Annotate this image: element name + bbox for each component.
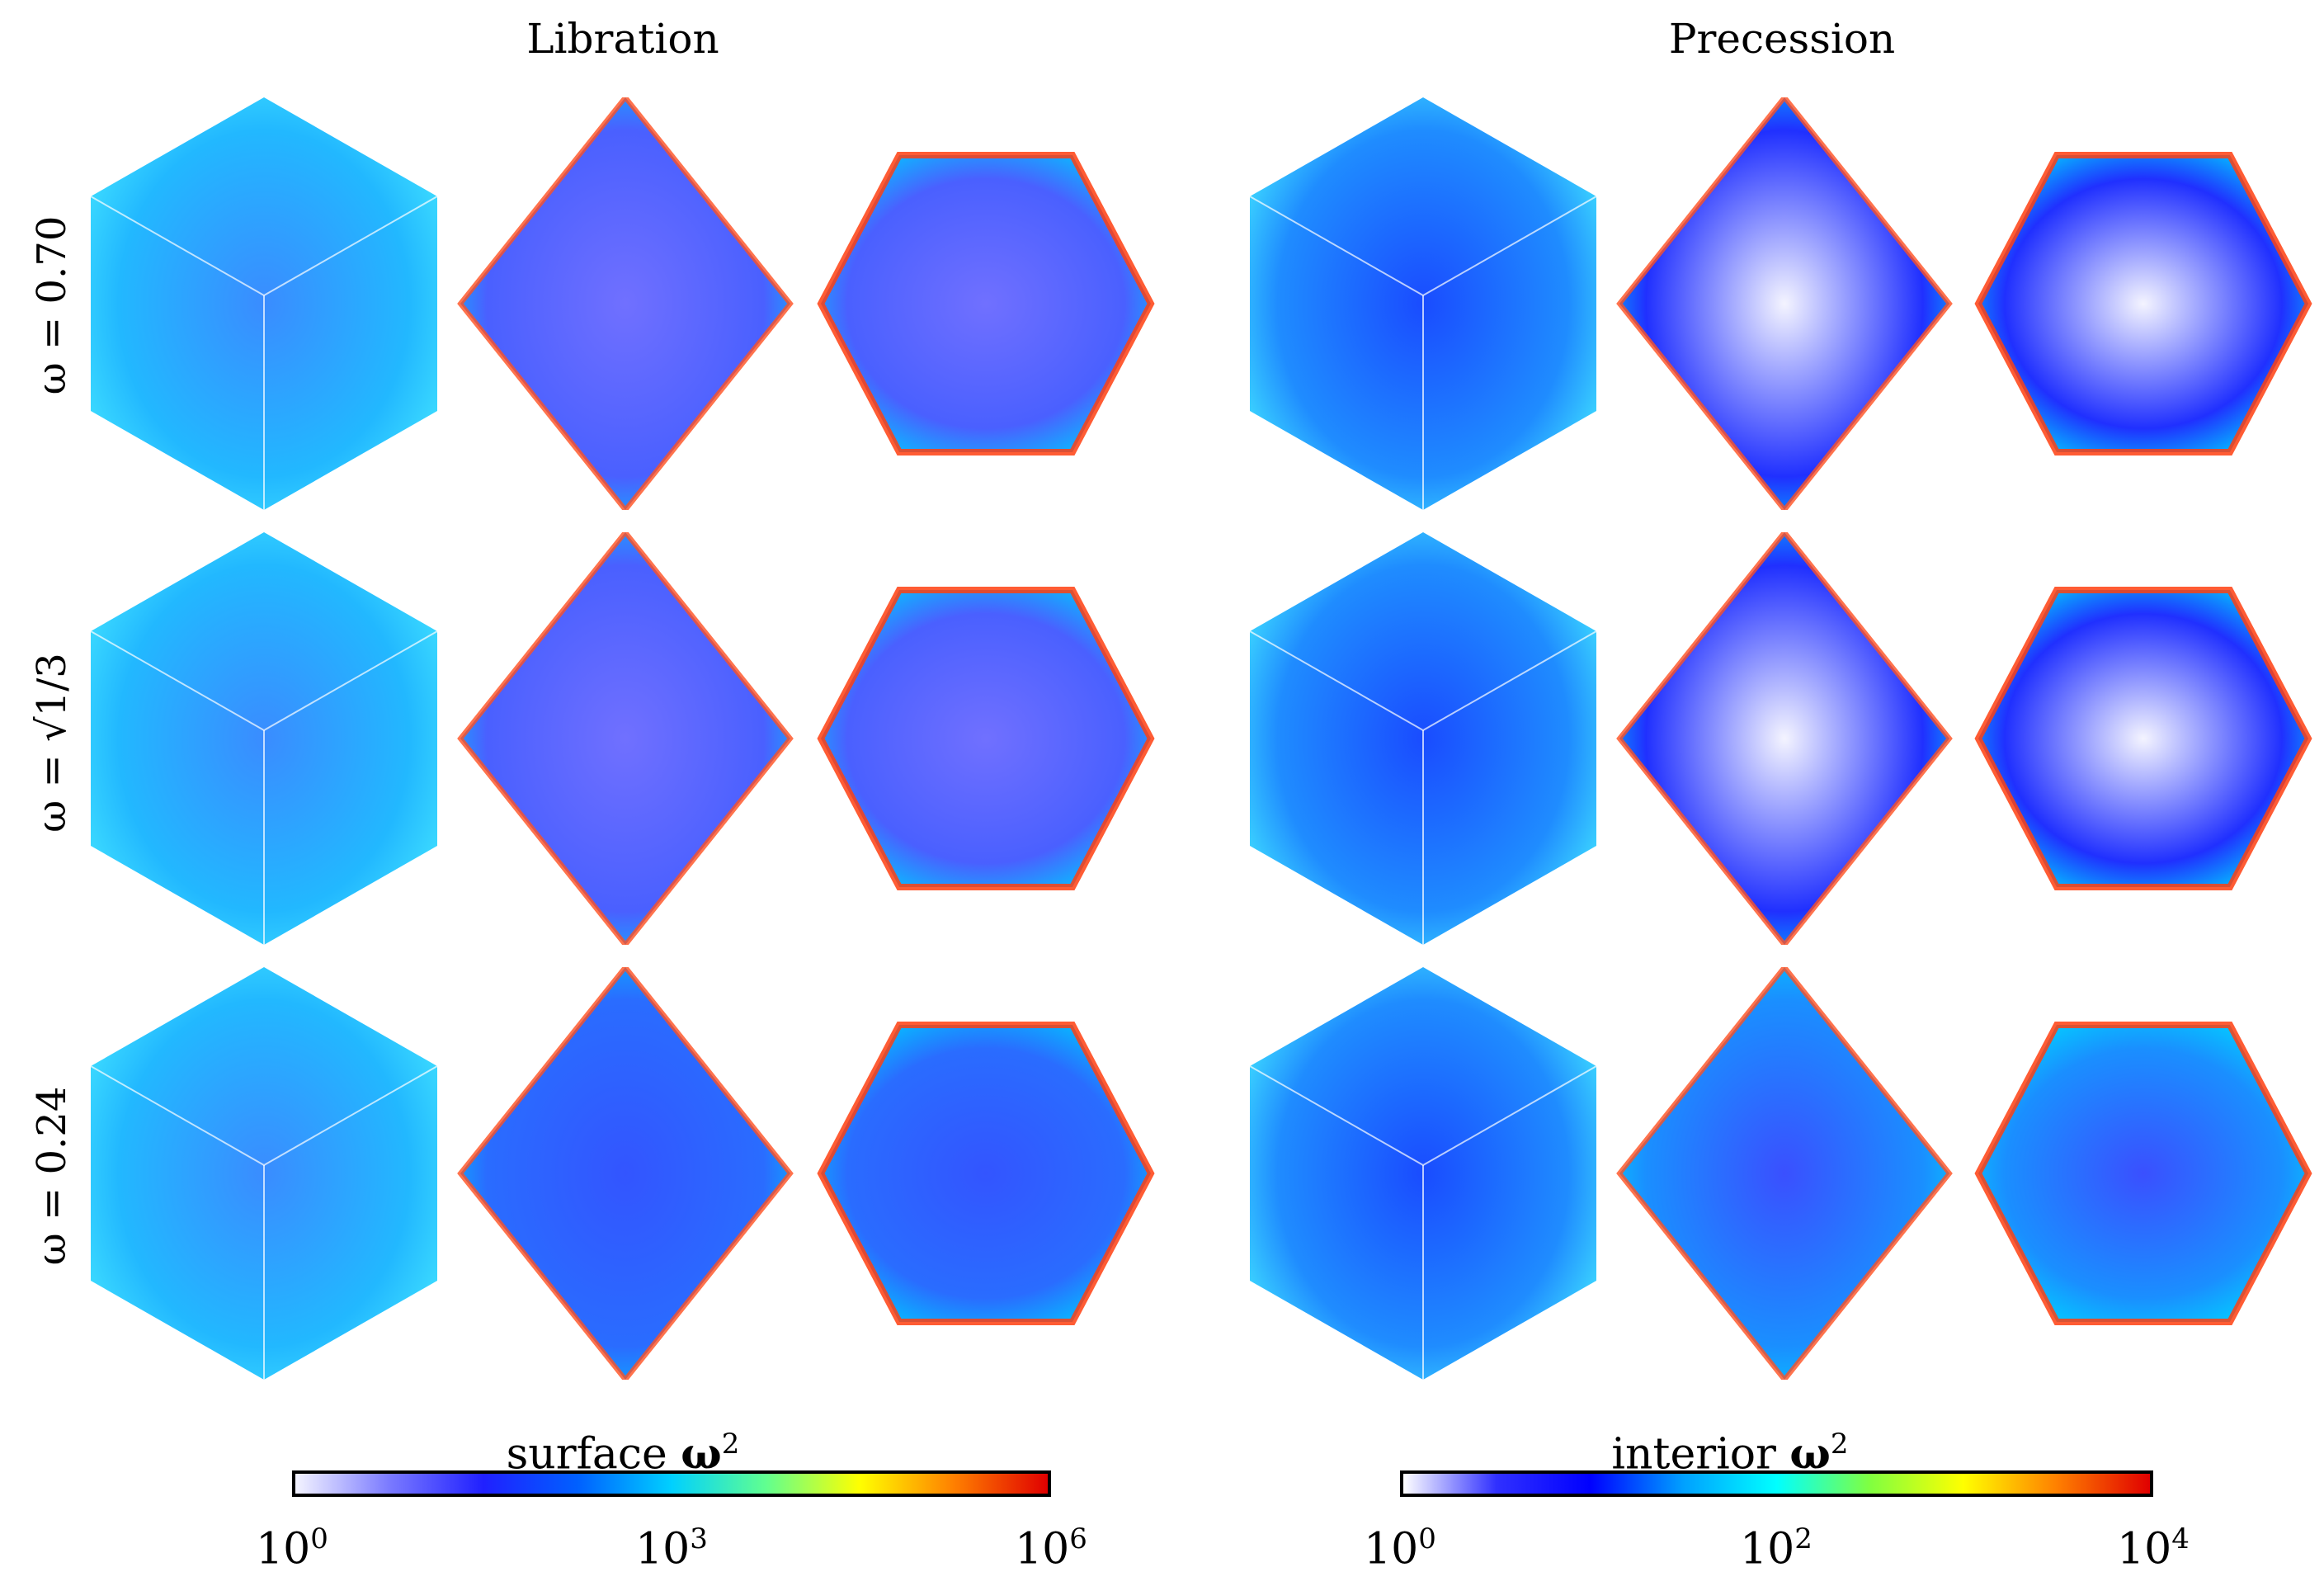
precession-row1-diamond-panel [1611,97,1958,510]
diamond-body [1619,967,1949,1380]
interior-tick-0-exp: 0 [1418,1522,1436,1555]
interior-tick-1-exp: 2 [1794,1522,1813,1555]
libration-row3-diamond-panel [452,967,799,1380]
precession-row3-cube-panel [1250,967,1596,1380]
diamond-rim [457,532,794,945]
hexagon-body [821,155,1151,452]
libration-row1-cube-panel [91,97,437,510]
diamond-rim [1616,532,1953,945]
libration-row2-hexagon-panel [813,532,1159,945]
row-label-2-prefix: ω = [29,741,75,833]
precession-row2-diamond-panel [1611,532,1958,945]
interior-tick-0: 100 [1364,1522,1436,1574]
hexagon-body [821,590,1151,887]
diamond-rim [457,97,794,510]
row-label-2: ω = √1/3 [15,536,89,949]
diamond-rim [1616,97,1953,510]
hexagon-body [1978,1025,2308,1322]
diamond-body [460,967,790,1380]
precession-title: Precession [1668,15,1896,63]
diamond-rim [457,967,794,1380]
interior-tick-0-base: 10 [1364,1524,1419,1574]
interior-colorbar-title-exp: 2 [1830,1428,1849,1461]
hexagon-body [1978,590,2308,887]
hexagon-rim [817,1022,1155,1325]
diamond-body [1619,97,1949,510]
interior-tick-2-exp: 4 [2171,1522,2190,1555]
hexagon-rim [817,152,1155,456]
row-label-2-value: √1/3 [29,653,75,742]
surface-tick-1-base: 10 [635,1524,691,1574]
precession-row2-cube-panel [1250,532,1596,945]
row-label-1: ω = 0.70 [15,99,89,512]
surface-tick-2: 106 [1015,1522,1087,1574]
interior-tick-2-base: 10 [2117,1524,2172,1574]
interior-tick-2: 104 [2117,1522,2190,1574]
libration-title: Libration [526,15,719,63]
precession-row3-diamond-panel [1611,967,1958,1380]
hexagon-rim [817,587,1155,890]
hexagon-rim [1974,1022,2312,1325]
hexagon-rim [1974,587,2312,890]
precession-row2-hexagon-panel [1970,532,2317,945]
interior-tick-1: 102 [1740,1522,1813,1574]
surface-tick-2-base: 10 [1015,1524,1070,1574]
diamond-body [1619,532,1949,945]
precession-row1-cube-panel [1250,97,1596,510]
libration-row1-diamond-panel [452,97,799,510]
diamond-body [460,532,790,945]
libration-row2-diamond-panel [452,532,799,945]
row-label-3-value: 0.24 [29,1086,75,1175]
precession-row3-hexagon-panel [1970,967,2317,1380]
row-label-1-prefix: ω = [29,304,75,395]
surface-tick-0-exp: 0 [310,1522,328,1555]
surface-colorbar-title-exp: 2 [721,1428,740,1461]
surface-tick-2-exp: 6 [1069,1522,1087,1555]
hexagon-body [1978,155,2308,452]
surface-colorbar [292,1470,1051,1497]
interior-colorbar [1400,1470,2153,1497]
libration-row2-cube-panel [91,532,437,945]
row-label-1-value: 0.70 [29,215,75,304]
diamond-rim [1616,967,1953,1380]
surface-tick-0-base: 10 [256,1524,311,1574]
libration-row1-hexagon-panel [813,97,1159,510]
hexagon-body [821,1025,1151,1322]
libration-row3-cube-panel [91,967,437,1380]
hexagon-rim [1974,152,2312,456]
precession-row1-hexagon-panel [1970,97,2317,510]
diamond-body [460,97,790,510]
row-label-3-prefix: ω = [29,1174,75,1266]
libration-row3-hexagon-panel [813,967,1159,1380]
surface-tick-1: 103 [635,1522,708,1574]
row-label-3: ω = 0.24 [15,970,89,1382]
interior-tick-1-base: 10 [1740,1524,1795,1574]
surface-tick-1-exp: 3 [690,1522,708,1555]
surface-tick-0: 100 [256,1522,328,1574]
